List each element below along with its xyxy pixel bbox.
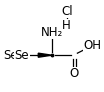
Text: O: O	[70, 67, 79, 80]
Text: OH: OH	[84, 39, 102, 52]
Text: Se: Se	[14, 49, 29, 62]
Text: Se: Se	[4, 49, 18, 62]
Polygon shape	[38, 53, 52, 57]
Text: H: H	[62, 19, 71, 32]
Text: Cl: Cl	[61, 5, 73, 18]
Text: NH₂: NH₂	[41, 26, 63, 39]
